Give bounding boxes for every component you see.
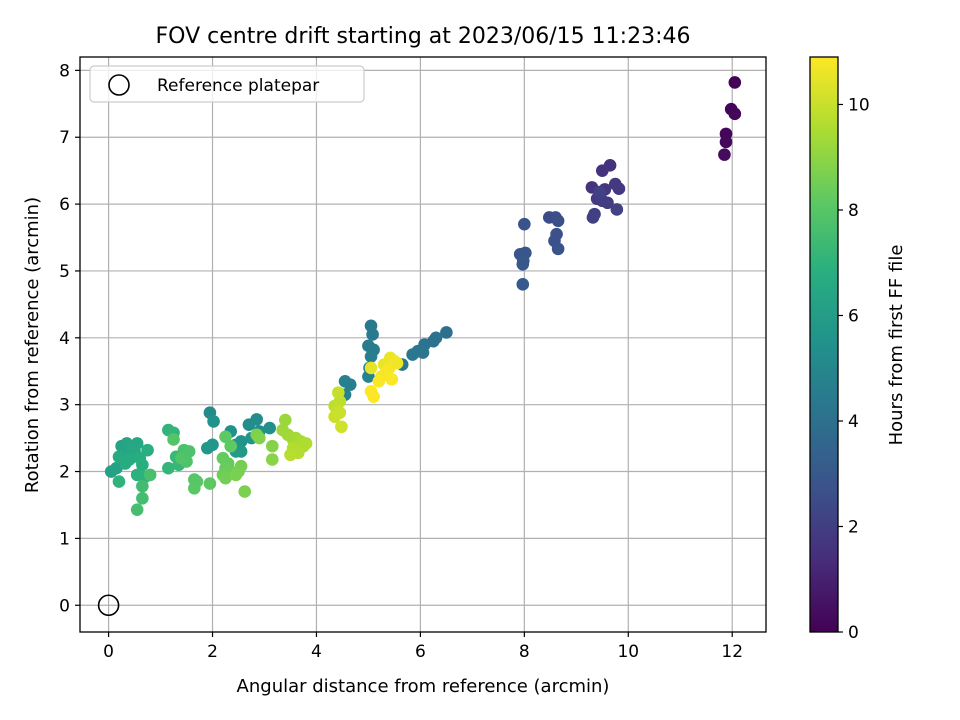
- scatter-point: [518, 217, 531, 231]
- scatter-point: [219, 430, 232, 444]
- y-axis-ticks: 0 1 2 3 4 5 6 7 8: [59, 61, 80, 616]
- scatter-point: [252, 431, 266, 445]
- scatter-point: [299, 437, 313, 450]
- colorbar-tick-label: 8: [848, 201, 859, 221]
- scatter-point: [136, 479, 149, 493]
- scatter-point: [612, 182, 626, 196]
- scatter-point: [728, 76, 742, 89]
- y-tick-label: 5: [59, 262, 70, 282]
- legend-label-reference-platepar: Reference platepar: [157, 76, 319, 96]
- scatter-point: [364, 361, 378, 375]
- scatter-point: [123, 453, 136, 466]
- scatter-point: [284, 448, 297, 462]
- colorbar-tick-label: 2: [848, 517, 859, 537]
- x-axis-label: Angular distance from reference (arcmin): [237, 676, 610, 697]
- scatter-point: [167, 433, 180, 446]
- scatter-point: [201, 441, 214, 455]
- scatter-point: [333, 406, 347, 419]
- colorbar-tick-label: 10: [848, 95, 870, 115]
- y-tick-label: 0: [59, 596, 70, 616]
- y-tick-label: 4: [59, 329, 70, 349]
- scatter-point: [516, 278, 530, 291]
- x-axis-ticks: 0 2 4 6 8 10 12: [103, 632, 743, 662]
- colorbar-tick-label: 0: [848, 623, 859, 643]
- scatter-point: [136, 458, 149, 472]
- x-tick-label: 10: [617, 642, 639, 662]
- scatter-point: [610, 203, 624, 216]
- scatter-point: [601, 196, 614, 210]
- scatter-point: [728, 107, 742, 121]
- y-tick-label: 3: [59, 396, 70, 416]
- scatter-point: [364, 350, 378, 363]
- y-tick-label: 2: [59, 463, 70, 483]
- scatter-point: [130, 503, 144, 516]
- scatter-point: [265, 439, 279, 453]
- colorbar: 0 2 4 6 8 10 Hours from first FF file: [809, 56, 907, 643]
- x-tick-label: 2: [207, 642, 218, 662]
- scatter-point: [367, 390, 380, 403]
- scatter-point: [265, 453, 279, 466]
- colorbar-ticks: 0 2 4 6 8 10: [838, 95, 870, 643]
- chart-title: FOV centre drift starting at 2023/06/15 …: [156, 24, 691, 49]
- colorbar-tick-label: 6: [848, 306, 859, 326]
- y-tick-label: 7: [59, 128, 70, 148]
- legend: Reference platepar: [89, 65, 365, 103]
- scatter-point: [203, 477, 217, 490]
- scatter-point: [112, 475, 126, 488]
- scatter-point: [207, 415, 220, 428]
- grid-lines: [80, 57, 766, 632]
- scatter-point: [593, 185, 606, 199]
- scatter-point: [586, 211, 600, 224]
- scatter-point: [718, 148, 731, 161]
- scatter-point: [143, 468, 157, 482]
- scatter-point: [603, 159, 617, 172]
- colorbar-tick-label: 4: [848, 412, 859, 432]
- scatter-point: [331, 386, 345, 399]
- scatter-point: [224, 439, 238, 453]
- scatter-point: [551, 242, 565, 256]
- legend-box: [89, 65, 365, 103]
- scatter-point: [335, 420, 348, 434]
- scatter-point: [263, 421, 276, 435]
- scatter-point: [175, 451, 188, 465]
- scatter-point: [440, 326, 453, 339]
- colorbar-label: Hours from first FF file: [886, 245, 907, 446]
- y-axis-label: Rotation from reference (arcmin): [22, 197, 43, 493]
- scatter-point: [242, 418, 256, 432]
- scatter-point: [516, 257, 530, 271]
- scatter-point: [136, 491, 149, 505]
- scatter-points: [104, 76, 742, 516]
- colorbar-frame: [809, 56, 839, 633]
- scatter-point: [372, 374, 386, 388]
- scatter-point: [188, 481, 201, 495]
- scatter-point: [385, 372, 399, 386]
- legend-reference-marker: [108, 74, 130, 96]
- scatter-point: [229, 468, 243, 482]
- scatter-point: [162, 461, 175, 475]
- scatter-point: [551, 214, 565, 228]
- colorbar-gradient: [810, 57, 838, 632]
- scatter-point: [366, 328, 379, 341]
- scatter-point: [219, 471, 232, 485]
- x-tick-label: 12: [721, 642, 743, 662]
- x-tick-label: 4: [311, 642, 322, 662]
- y-tick-label: 1: [59, 529, 70, 549]
- scatter-point: [338, 374, 352, 388]
- y-tick-label: 8: [59, 61, 70, 81]
- y-tick-label: 6: [59, 195, 70, 215]
- x-tick-label: 0: [103, 642, 114, 662]
- scatter-point: [238, 485, 252, 498]
- scatter-point: [278, 413, 292, 427]
- scatter-point: [719, 135, 733, 149]
- reference-platepar-marker: [97, 594, 120, 617]
- scatter-point: [141, 443, 154, 457]
- x-tick-label: 6: [415, 642, 426, 662]
- plot-frame: [79, 56, 767, 633]
- x-tick-label: 8: [519, 642, 530, 662]
- scatter-point: [406, 348, 419, 361]
